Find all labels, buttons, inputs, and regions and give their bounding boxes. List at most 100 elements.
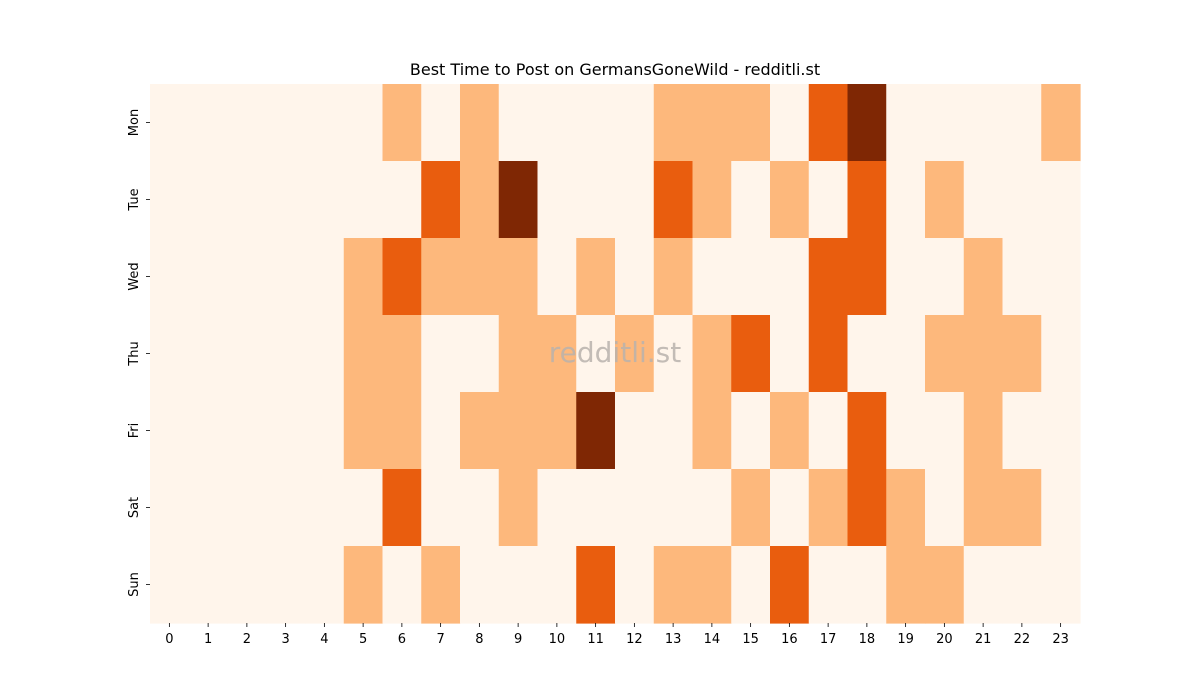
heatmap-cell: [615, 238, 655, 316]
watermark: redditli.st: [549, 336, 681, 369]
heatmap-cell: [150, 392, 190, 470]
heatmap-cell: [537, 469, 577, 547]
heatmap-cell: [305, 161, 345, 239]
heatmap-cell: [266, 469, 306, 547]
heatmap-cell: [963, 546, 1004, 624]
x-tick-label: 14: [704, 632, 721, 647]
heatmap-cell: [770, 392, 810, 470]
heatmap-cell: [421, 392, 461, 470]
heatmap-cell: [576, 161, 616, 239]
heatmap-cell: [731, 469, 771, 547]
heatmap-cell: [925, 469, 965, 547]
y-axis: Mon Tue Wed Thu Fri Sat Sun: [127, 109, 150, 597]
heatmap-cell: [653, 161, 694, 239]
heatmap-cell: [382, 161, 422, 239]
heatmap-cell: [498, 392, 539, 470]
heatmap-cell: [188, 392, 229, 470]
heatmap-cell: [305, 84, 345, 162]
heatmap-cell: [615, 315, 655, 393]
heatmap-cells: [150, 84, 1081, 624]
heatmap-cell: [537, 546, 577, 624]
heatmap-cell: [576, 546, 616, 624]
heatmap-cell: [1002, 84, 1042, 162]
heatmap-cell: [188, 238, 229, 316]
heatmap-cell: [188, 315, 229, 393]
heatmap-cell: [150, 238, 190, 316]
chart-title: Best Time to Post on GermansGoneWild - r…: [410, 60, 820, 79]
heatmap-cell: [847, 315, 887, 393]
heatmap-cell: [537, 315, 577, 393]
heatmap-cell: [886, 546, 926, 624]
heatmap-cell: [460, 469, 500, 547]
heatmap-cell: [498, 546, 539, 624]
x-axis: 0 1 2 3 4 5 6 7 8 9 10 11 12 13 14 15 16 17 18 19 20 21 22 23: [165, 623, 1069, 647]
heatmap-cell: [1002, 469, 1042, 547]
heatmap-cell: [343, 84, 384, 162]
heatmap-cell: [692, 392, 732, 470]
heatmap-cell: [266, 315, 306, 393]
heatmap-cell: [188, 469, 229, 547]
heatmap-cell: [925, 84, 965, 162]
heatmap-cell: [847, 469, 887, 547]
heatmap-cell: [615, 546, 655, 624]
heatmap-cell: [305, 392, 345, 470]
y-tick-label: Thu: [127, 341, 142, 366]
heatmap-cell: [808, 84, 849, 162]
heatmap-cell: [188, 546, 229, 624]
heatmap-cell: [576, 469, 616, 547]
heatmap-cell: [808, 546, 849, 624]
x-tick-label: 1: [204, 632, 212, 647]
heatmap-cell: [770, 546, 810, 624]
heatmap-cell: [1002, 315, 1042, 393]
heatmap-cell: [150, 315, 190, 393]
heatmap-cell: [266, 392, 306, 470]
x-tick-label: 17: [820, 632, 837, 647]
heatmap-cell: [1041, 238, 1081, 316]
heatmap-cell: [1041, 392, 1081, 470]
heatmap-cell: [925, 238, 965, 316]
heatmap-cell: [770, 238, 810, 316]
heatmap-cell: [847, 392, 887, 470]
heatmap-cell: [537, 161, 577, 239]
heatmap-cell: [963, 469, 1004, 547]
heatmap-cell: [305, 238, 345, 316]
heatmap-cell: [1002, 392, 1042, 470]
x-tick-label: 16: [781, 632, 798, 647]
heatmap-cell: [925, 161, 965, 239]
heatmap-cell: [847, 546, 887, 624]
x-tick-label: 15: [742, 632, 759, 647]
heatmap-cell: [692, 161, 732, 239]
heatmap-cell: [266, 84, 306, 162]
heatmap-cell: [1002, 546, 1042, 624]
heatmap-cell: [963, 238, 1004, 316]
heatmap-cell: [421, 84, 461, 162]
heatmap-cell: [925, 546, 965, 624]
y-tick-label: Fri: [127, 423, 142, 439]
heatmap-cell: [421, 315, 461, 393]
heatmap-cell: [1002, 238, 1042, 316]
heatmap-cell: [808, 469, 849, 547]
heatmap-cell: [963, 392, 1004, 470]
heatmap-cell: [150, 161, 190, 239]
heatmap-cell: [731, 546, 771, 624]
heatmap-cell: [615, 392, 655, 470]
x-tick-label: 23: [1052, 632, 1069, 647]
heatmap-cell: [537, 392, 577, 470]
heatmap-cell: [847, 238, 887, 316]
heatmap-cell: [343, 392, 384, 470]
heatmap-cell: [382, 84, 422, 162]
heatmap-cell: [421, 238, 461, 316]
heatmap-cell: [343, 238, 384, 316]
heatmap-cell: [615, 469, 655, 547]
heatmap-cell: [1041, 546, 1081, 624]
y-tick-label: Mon: [127, 109, 142, 136]
heatmap-cell: [770, 161, 810, 239]
heatmap-cell: [808, 238, 849, 316]
heatmap-cell: [150, 469, 190, 547]
heatmap-cell: [460, 546, 500, 624]
heatmap-cell: [343, 315, 384, 393]
heatmap-cell: [305, 469, 345, 547]
heatmap-cell: [963, 84, 1004, 162]
x-tick-label: 11: [587, 632, 604, 647]
x-tick-label: 5: [359, 632, 367, 647]
